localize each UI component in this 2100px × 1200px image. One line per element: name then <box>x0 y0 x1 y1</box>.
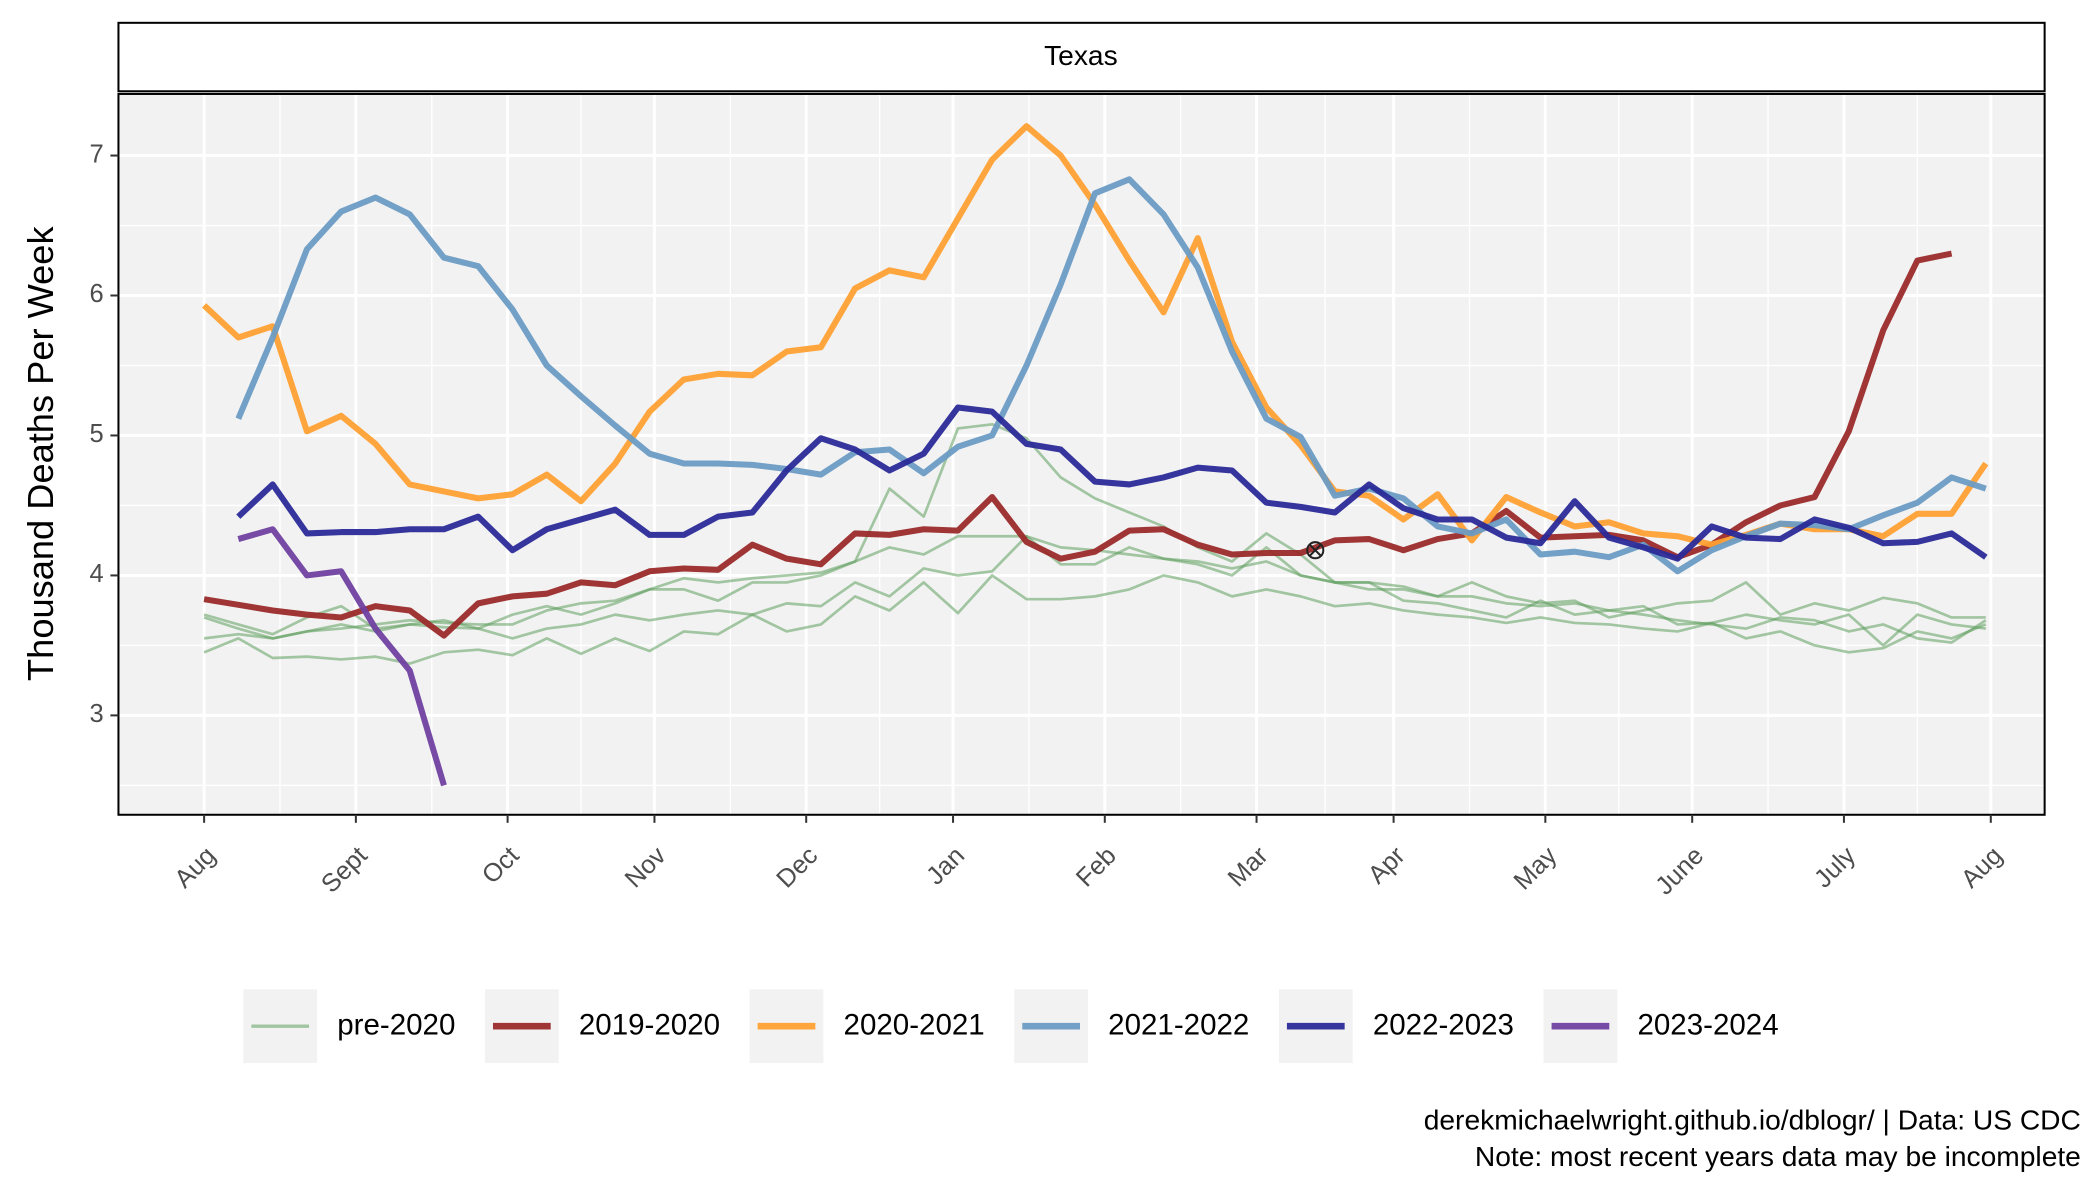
legend-label: 2019-2020 <box>579 1009 720 1042</box>
legend-label: 2022-2023 <box>1373 1009 1514 1042</box>
x-tick-label: July <box>1809 841 1861 893</box>
x-tick-label: Apr <box>1363 841 1411 889</box>
y-tick-label: 3 <box>90 700 104 728</box>
panel <box>118 93 2045 815</box>
strip <box>117 21 2046 93</box>
strip-label: Texas <box>1044 39 1118 71</box>
point-cross <box>1308 543 1322 557</box>
legend-label: pre-2020 <box>337 1009 455 1042</box>
x-tick-label: Dec <box>771 841 823 893</box>
x-tick-label: June <box>1650 842 1709 901</box>
point-marker <box>1306 541 1325 560</box>
x-tick-label: Jan <box>921 842 970 891</box>
x-tick-label: May <box>1509 841 1563 895</box>
series-line <box>237 526 447 787</box>
y-tick-label: 5 <box>90 420 104 448</box>
y-tick-label: 4 <box>90 560 104 588</box>
lines <box>202 123 1989 787</box>
legend-label: 2020-2021 <box>844 1009 985 1042</box>
series-line <box>235 176 1987 575</box>
caption: derekmichaelwright.github.io/dblogr/ | D… <box>1424 1104 2081 1136</box>
x-tick-label: Aug <box>1956 842 2008 894</box>
series-line <box>203 422 1986 640</box>
y-tick-label: 7 <box>90 140 104 168</box>
x-tick-label: Oct <box>477 842 525 890</box>
legend-label: 2021-2022 <box>1108 1009 1249 1042</box>
series-line <box>203 250 1953 639</box>
y-tick-label: 6 <box>90 280 104 308</box>
x-tick-label: Mar <box>1223 841 1274 892</box>
series-line <box>203 534 1987 644</box>
legend-label: 2023-2024 <box>1637 1009 1778 1042</box>
x-tick-label: Feb <box>1071 842 1122 893</box>
x-tick-label: Aug <box>169 842 221 894</box>
x-tick-label: Nov <box>620 841 672 893</box>
panel-border <box>117 92 2046 816</box>
series-line <box>202 123 1989 548</box>
series-line <box>203 574 1987 665</box>
caption: Note: most recent years data may be inco… <box>1475 1140 2081 1172</box>
legend: pre-2020 2019-2020 2020-2021 2021-2022 2022-… <box>243 989 1779 1064</box>
series-line <box>236 404 1988 562</box>
y-axis-label: Thousand Deaths Per Week <box>20 226 61 681</box>
point-marker <box>1306 541 1325 560</box>
x-tick-label: Sept <box>316 842 373 899</box>
